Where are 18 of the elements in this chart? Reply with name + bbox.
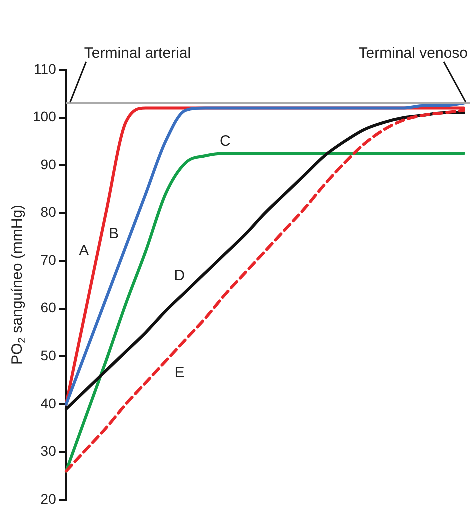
series-label: B: [108, 225, 119, 242]
series-label: D: [174, 267, 186, 284]
y-tick-label: 100: [33, 108, 57, 125]
series-label: E: [174, 364, 185, 382]
y-tick-label: 20: [40, 490, 57, 507]
y-axis-title: PO2 sanguíneo (mmHg): [9, 204, 28, 366]
annotation: Terminal arterial: [84, 45, 192, 62]
y-tick-label: 40: [40, 395, 57, 412]
annotation: Terminal venoso: [358, 45, 468, 62]
series-label: A: [79, 242, 90, 260]
y-tick-label: 110: [34, 60, 57, 77]
series-label: C: [220, 132, 231, 150]
y-tick-label: 70: [40, 252, 57, 268]
y-tick-label: 80: [40, 204, 57, 220]
y-tick-label: 30: [40, 443, 57, 460]
y-tick-label: 60: [40, 300, 57, 316]
y-tick-label: 50: [40, 348, 57, 364]
y-tick-label: 90: [40, 156, 57, 172]
